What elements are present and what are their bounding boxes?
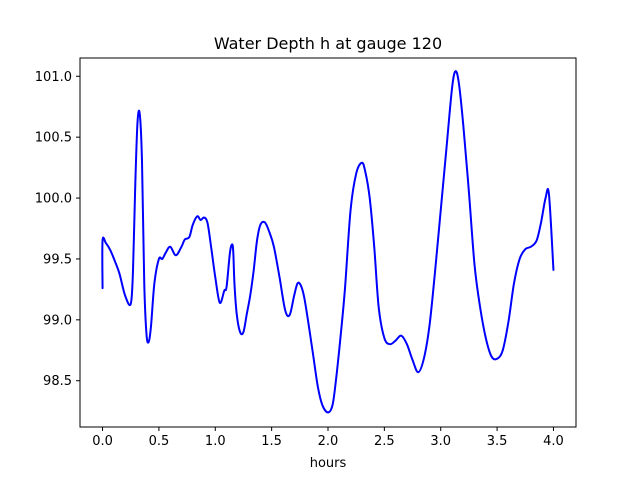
x-tick-label: 1.5 xyxy=(261,434,282,449)
y-tick-label: 100.5 xyxy=(35,131,72,146)
series-line xyxy=(101,70,555,414)
chart-title: Water Depth h at gauge 120 xyxy=(214,34,442,53)
y-tick-label: 99.5 xyxy=(43,252,72,267)
x-tick-label: 2.5 xyxy=(374,434,395,449)
y-tick-label: 100.0 xyxy=(35,192,72,207)
x-tick-label: 0.5 xyxy=(149,434,170,449)
x-tick-label: 2.0 xyxy=(318,434,339,449)
x-tick-label: 0.0 xyxy=(92,434,113,449)
y-axis: 98.5 99.0 99.5 100.0 100.5 101.0 xyxy=(35,70,80,389)
x-axis-label: hours xyxy=(310,456,347,471)
x-tick-label: 3.5 xyxy=(487,434,508,449)
plot-background xyxy=(80,58,576,427)
x-tick-label: 1.0 xyxy=(205,434,226,449)
x-axis: 0.0 0.5 1.0 1.5 2.0 2.5 3.0 3.5 4.0 xyxy=(92,427,564,449)
y-tick-label: 99.0 xyxy=(43,313,72,328)
x-tick-label: 3.0 xyxy=(430,434,451,449)
y-tick-label: 101.0 xyxy=(35,70,72,85)
plot-area xyxy=(79,57,577,428)
x-tick-label: 4.0 xyxy=(543,434,564,449)
series-layer xyxy=(101,70,555,414)
y-tick-label: 98.5 xyxy=(43,374,72,389)
